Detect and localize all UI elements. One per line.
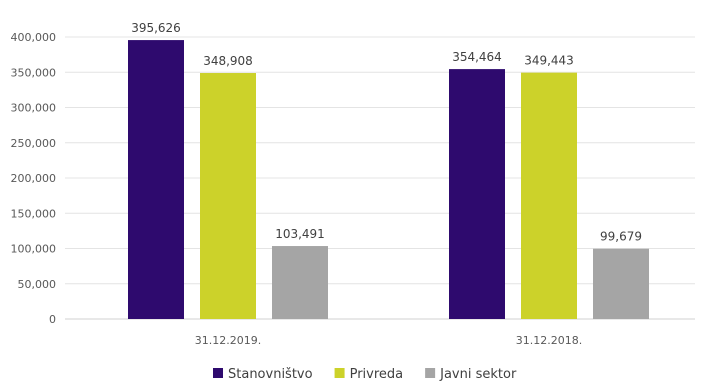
bars	[128, 40, 649, 320]
bar	[521, 72, 577, 319]
y-tick-label: 150,000	[11, 207, 57, 220]
y-tick-label: 250,000	[11, 137, 57, 150]
y-tick-label: 50,000	[18, 278, 57, 291]
legend-label: Stanovništvo	[228, 367, 313, 382]
data-labels: 395,626 348,908 103,491 354,464 349,443 99,67…	[131, 21, 642, 244]
bar	[128, 40, 184, 319]
bar-value-label: 99,679	[600, 230, 642, 244]
legend-swatch	[425, 368, 436, 378]
y-tick-label: 100,000	[11, 243, 57, 256]
y-axis: 0 50,000 100,000 150,000 200,000 250,000 300,0…	[11, 31, 57, 326]
y-tick-label: 400,000	[11, 31, 57, 44]
bar	[593, 248, 649, 319]
x-tick-label: 31.12.2019.	[195, 334, 261, 347]
y-tick-label: 350,000	[11, 66, 57, 79]
bar	[449, 69, 505, 320]
bar-value-label: 103,491	[275, 227, 325, 241]
legend-label: Javni sektor	[439, 367, 517, 382]
legend: Stanovništvo Privreda Javni sektor	[213, 367, 517, 382]
bar-value-label: 354,464	[452, 50, 502, 64]
bar	[272, 246, 328, 319]
legend-label: Privreda	[350, 367, 404, 382]
bar-value-label: 395,626	[131, 21, 181, 35]
bar-value-label: 349,443	[524, 54, 574, 68]
bar	[200, 73, 256, 319]
y-tick-label: 200,000	[11, 172, 57, 185]
y-tick-label: 300,000	[11, 102, 57, 115]
x-tick-label: 31.12.2018.	[516, 334, 582, 347]
x-axis: 31.12.2019. 31.12.2018.	[195, 334, 582, 347]
y-tick-label: 0	[49, 313, 56, 326]
legend-swatch	[334, 368, 345, 378]
legend-swatch	[213, 368, 223, 378]
bar-value-label: 348,908	[203, 54, 253, 68]
